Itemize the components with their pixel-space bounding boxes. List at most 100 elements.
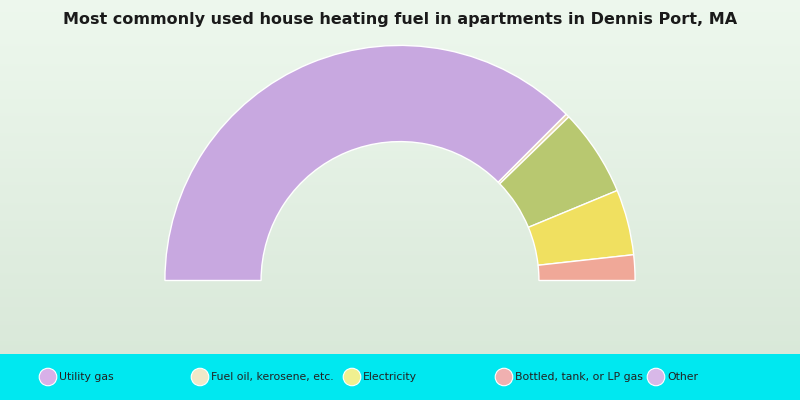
Bar	[0, 134, 800, 136]
Bar	[0, 54, 800, 56]
Bar	[0, 344, 800, 346]
Bar	[0, 166, 800, 168]
Bar	[0, 272, 800, 274]
Bar	[0, 195, 800, 196]
Text: Other: Other	[667, 372, 698, 382]
Bar	[0, 257, 800, 258]
Bar	[0, 26, 800, 27]
Bar	[0, 282, 800, 283]
Bar	[0, 99, 800, 100]
Bar	[0, 294, 800, 295]
Bar	[0, 84, 800, 85]
Bar	[0, 73, 800, 74]
Bar	[0, 261, 800, 262]
Bar	[0, 51, 800, 52]
Wedge shape	[498, 114, 569, 184]
Bar	[0, 224, 800, 225]
Bar	[0, 57, 800, 58]
Bar	[0, 218, 800, 220]
Bar	[0, 280, 800, 281]
Bar	[0, 277, 800, 278]
Bar	[0, 252, 800, 254]
Bar	[0, 214, 800, 215]
Bar	[0, 263, 800, 264]
Bar	[0, 113, 800, 114]
Bar	[0, 341, 800, 342]
Bar	[0, 79, 800, 80]
Bar	[0, 262, 800, 263]
Bar	[0, 225, 800, 226]
Bar	[0, 348, 800, 349]
Bar	[0, 5, 800, 6]
Bar	[0, 100, 800, 102]
Bar	[0, 94, 800, 96]
Bar	[0, 67, 800, 68]
Bar	[0, 250, 800, 251]
Bar	[0, 133, 800, 134]
Bar	[0, 71, 800, 72]
Bar	[0, 248, 800, 249]
Bar	[0, 188, 800, 189]
Bar	[0, 324, 800, 326]
Bar	[0, 249, 800, 250]
Bar	[0, 235, 800, 236]
Bar	[0, 194, 800, 195]
Bar	[0, 310, 800, 312]
Bar	[0, 130, 800, 131]
Bar	[0, 242, 800, 243]
Bar	[0, 302, 800, 303]
Bar	[0, 246, 800, 247]
Ellipse shape	[495, 368, 513, 386]
Bar	[0, 30, 800, 31]
Wedge shape	[500, 117, 617, 227]
Bar	[0, 237, 800, 238]
Bar	[0, 208, 800, 209]
Bar	[0, 179, 800, 180]
Bar	[0, 62, 800, 64]
Bar	[0, 240, 800, 241]
Bar	[0, 172, 800, 174]
Bar	[0, 34, 800, 36]
Bar	[0, 322, 800, 323]
Bar	[0, 206, 800, 208]
Bar	[0, 77, 800, 78]
Bar	[0, 93, 800, 94]
Bar	[0, 298, 800, 300]
Bar	[0, 86, 800, 87]
Bar	[0, 70, 800, 71]
Bar	[0, 126, 800, 128]
Bar	[0, 203, 800, 204]
Bar	[0, 198, 800, 200]
Bar	[0, 284, 800, 286]
Bar	[0, 68, 800, 70]
Bar	[0, 105, 800, 106]
Bar	[0, 333, 800, 334]
Bar	[0, 64, 800, 65]
Bar	[0, 16, 800, 18]
Bar	[0, 215, 800, 216]
Text: Most commonly used house heating fuel in apartments in Dennis Port, MA: Most commonly used house heating fuel in…	[63, 12, 737, 27]
Bar	[0, 159, 800, 160]
Bar	[0, 190, 800, 191]
Bar	[0, 183, 800, 184]
Bar	[0, 108, 800, 110]
Bar	[0, 184, 800, 185]
Bar	[0, 11, 800, 12]
Bar	[0, 117, 800, 118]
Bar	[0, 132, 800, 133]
Wedge shape	[538, 255, 635, 280]
Bar	[0, 306, 800, 307]
Bar	[0, 27, 800, 28]
Bar	[0, 150, 800, 151]
Bar	[0, 209, 800, 210]
Bar	[0, 15, 800, 16]
Bar	[0, 145, 800, 146]
Bar	[0, 321, 800, 322]
Bar	[0, 175, 800, 176]
Bar	[0, 96, 800, 97]
Bar	[0, 98, 800, 99]
Bar	[0, 342, 800, 343]
Bar	[0, 217, 800, 218]
Wedge shape	[528, 190, 634, 265]
Ellipse shape	[191, 368, 209, 386]
